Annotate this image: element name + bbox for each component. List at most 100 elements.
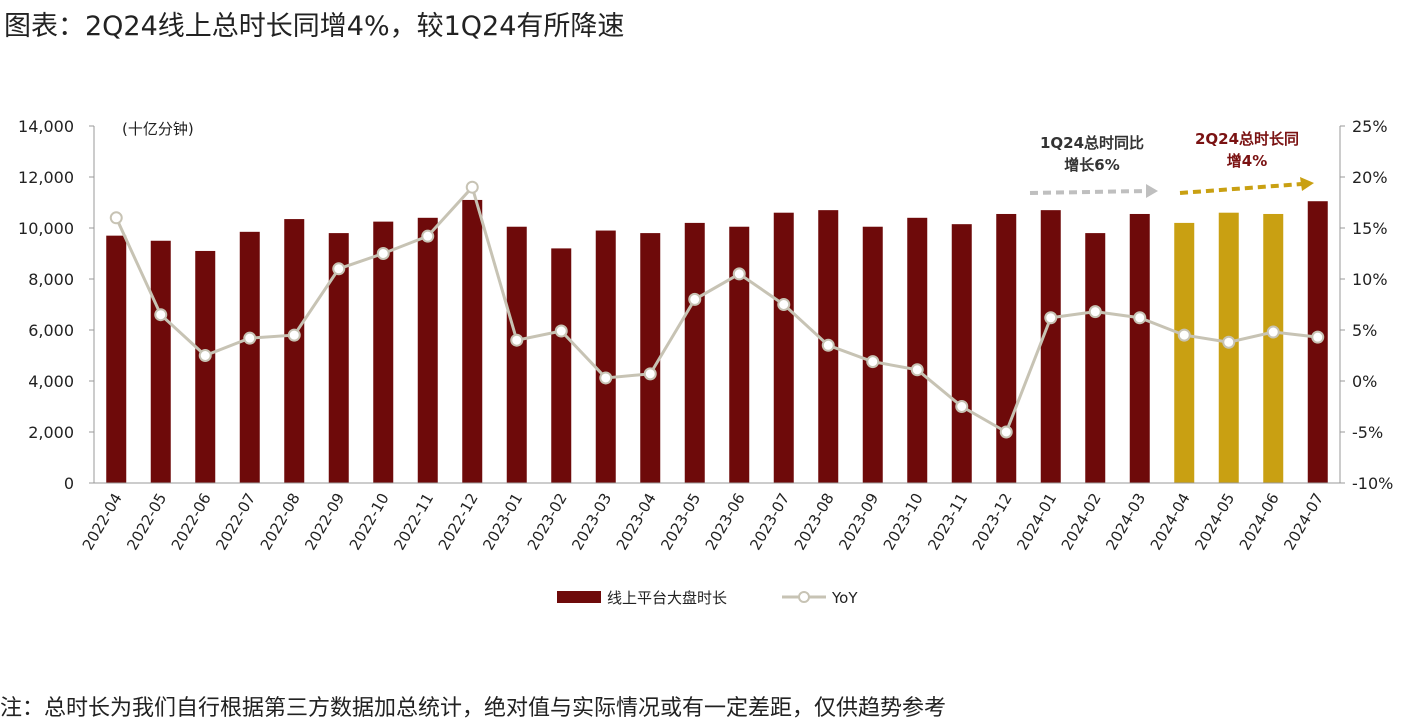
yoy-point-2023-02	[554, 324, 568, 338]
chart-container: 0 2,000 4,000 6,000 8,000 10,000 12,000 14,000 -…	[0, 78, 1404, 650]
x-tick-label: 2024-02	[1058, 490, 1105, 553]
yoy-point-2024-02	[1088, 305, 1102, 319]
left-tick-label: 4,000	[28, 372, 74, 391]
legend-line-label: YoY	[831, 589, 858, 607]
yoy-point-2022-11	[421, 229, 435, 243]
annotation-1q24: 1Q24总时同比 增长6%	[1029, 134, 1158, 198]
bar-2023-06	[729, 226, 750, 483]
yoy-point-2024-05	[1222, 335, 1236, 349]
yoy-point-2023-01	[510, 333, 524, 347]
left-tick-label: 12,000	[18, 168, 74, 187]
x-tick-label: 2022-04	[79, 490, 126, 553]
bar-2023-01	[506, 226, 527, 483]
bar-2022-04	[106, 235, 127, 483]
bar-series	[106, 199, 1328, 484]
left-axis-unit-label: (十亿分钟)	[122, 120, 194, 138]
x-tick-label: 2022-07	[212, 490, 259, 553]
x-tick-label: 2023-12	[969, 490, 1016, 553]
right-tick-label: 25%	[1352, 117, 1388, 136]
left-tick-label: 10,000	[18, 219, 74, 238]
bar-2022-11	[417, 217, 438, 484]
legend-line-marker	[798, 591, 810, 603]
yoy-point-2024-04	[1177, 328, 1191, 342]
right-tick-label: -5%	[1352, 423, 1383, 442]
yoy-point-2023-12	[999, 425, 1013, 439]
bar-2022-10	[373, 221, 394, 483]
bar-2024-01	[1040, 210, 1061, 483]
yoy-point-2023-04	[643, 367, 657, 381]
bar-2023-03	[595, 230, 616, 483]
x-tick-label: 2023-04	[613, 490, 660, 553]
bar-2024-03	[1129, 213, 1150, 483]
x-tick-label: 2024-07	[1280, 490, 1327, 553]
bar-2022-08	[284, 219, 305, 483]
x-tick-label: 2023-11	[924, 490, 971, 553]
yoy-point-2023-11	[955, 400, 969, 413]
x-tick-label: 2022-10	[346, 490, 393, 553]
bar-2024-06	[1263, 213, 1284, 483]
x-tick-label: 2023-06	[702, 490, 749, 553]
x-tick-label: 2022-06	[168, 490, 215, 553]
yoy-point-2023-03	[599, 371, 613, 385]
legend-bar-swatch	[557, 591, 601, 603]
x-tick-label: 2022-05	[123, 490, 170, 553]
x-tick-label: 2024-05	[1191, 490, 1238, 553]
annotation-2q24-arrowhead	[1300, 177, 1314, 191]
x-tick-label: 2023-02	[524, 490, 571, 553]
x-tick-label: 2023-08	[791, 490, 838, 553]
left-tick-label: 14,000	[18, 117, 74, 136]
yoy-point-2022-10	[376, 247, 390, 260]
yoy-point-2024-03	[1133, 311, 1147, 325]
left-tick-label: 6,000	[28, 321, 74, 340]
bar-2024-04	[1174, 222, 1195, 483]
annotation-2q24-arrow	[1179, 182, 1303, 195]
x-tick-label: 2022-12	[435, 490, 482, 553]
left-tick-label: 8,000	[28, 270, 74, 289]
right-tick-label: 10%	[1352, 270, 1388, 289]
bar-2022-05	[150, 240, 171, 483]
yoy-point-2022-08	[287, 328, 301, 342]
right-tick-label: 5%	[1352, 321, 1377, 340]
yoy-point-2022-05	[154, 308, 168, 322]
bar-2024-02	[1085, 233, 1106, 483]
axes	[89, 125, 1345, 484]
yoy-point-2023-10	[910, 363, 924, 377]
left-tick-label: 2,000	[28, 423, 74, 442]
yoy-point-2023-07	[777, 298, 791, 311]
left-tick-label: 0	[64, 474, 74, 493]
x-tick-label: 2023-03	[568, 490, 615, 553]
bar-2023-04	[640, 233, 661, 483]
yoy-point-2023-06	[732, 267, 746, 281]
bar-2022-09	[328, 233, 349, 483]
bar-2023-10	[907, 217, 928, 484]
yoy-point-2024-06	[1266, 325, 1280, 339]
annotation-1q24-line1: 1Q24总时同比	[1040, 134, 1144, 152]
yoy-polyline	[114, 184, 1318, 435]
yoy-point-2023-05	[688, 292, 702, 306]
x-tick-label: 2022-09	[301, 490, 348, 553]
bar-2023-11	[951, 224, 972, 484]
yoy-point-2022-12	[465, 180, 479, 194]
bar-2023-05	[684, 222, 705, 483]
yoy-point-2022-07	[243, 331, 257, 345]
x-tick-label: 2023-01	[479, 490, 526, 553]
yoy-point-2023-09	[866, 355, 880, 369]
bar-2023-07	[773, 212, 794, 483]
legend: 线上平台大盘时长 YoY	[557, 589, 858, 607]
page-title: 图表：2Q24线上总时长同增4%，较1Q24有所降速	[4, 11, 625, 42]
right-tick-label: 15%	[1352, 219, 1388, 238]
x-tick-label: 2023-05	[657, 490, 704, 553]
legend-bar-label: 线上平台大盘时长	[607, 589, 727, 607]
yoy-point-2024-07	[1311, 330, 1325, 344]
right-tick-label: -10%	[1352, 474, 1393, 493]
x-tick-label: 2023-07	[746, 490, 793, 553]
annotation-2q24-line1: 2Q24总时长同	[1195, 130, 1299, 148]
x-tick-label: 2024-06	[1236, 490, 1283, 553]
x-tick-label: 2024-04	[1147, 490, 1194, 553]
right-tick-label: 20%	[1352, 168, 1388, 187]
annotation-1q24-line2: 增长6%	[1064, 156, 1119, 174]
x-tick-label: 2023-10	[880, 490, 927, 553]
annotation-1q24-arrowhead	[1146, 184, 1158, 198]
bar-2022-06	[195, 250, 216, 483]
yoy-line-series	[109, 180, 1325, 439]
